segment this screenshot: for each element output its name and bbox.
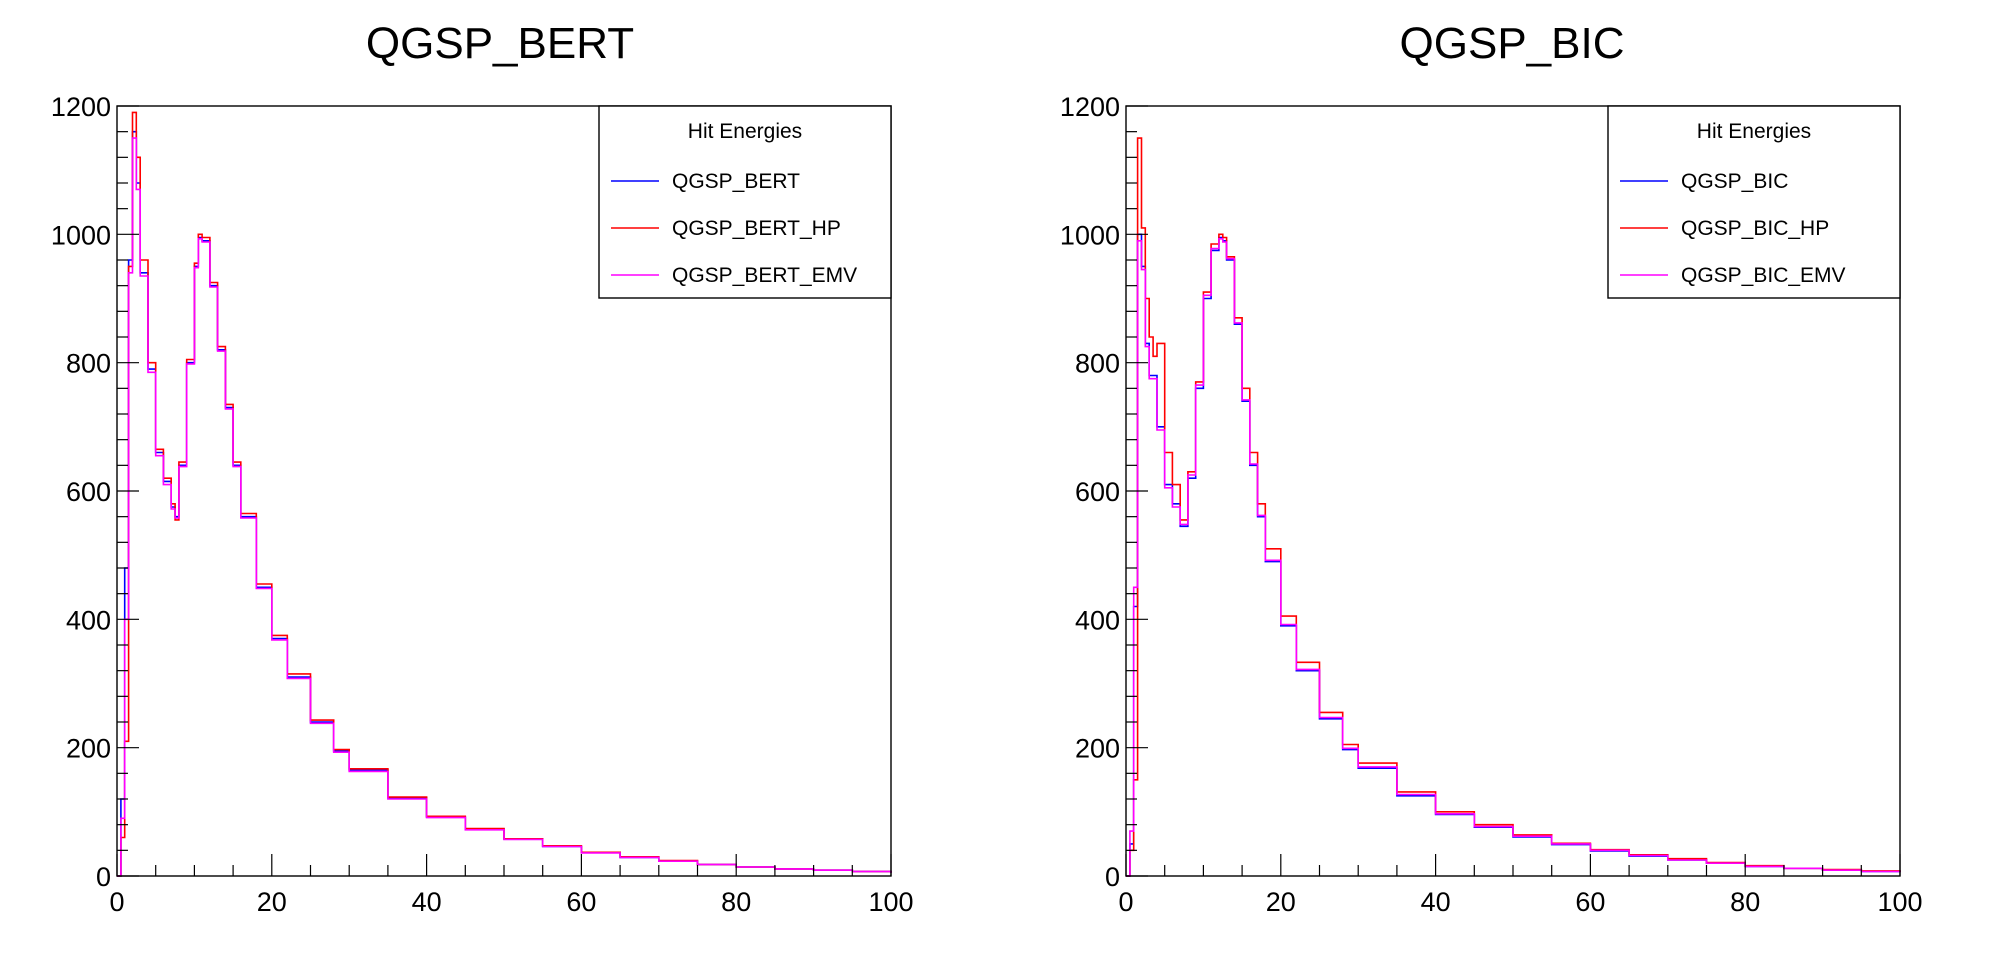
legend-entry: QGSP_BERT_EMV <box>672 264 857 287</box>
y-tick-label: 0 <box>96 862 111 892</box>
series-line-qgsp-bert-emv <box>117 137 892 877</box>
y-tick-label: 400 <box>1075 605 1120 635</box>
x-tick-label: 100 <box>1877 887 1922 917</box>
x-tick-label: 40 <box>1421 887 1451 917</box>
x-tick-label: 0 <box>109 887 124 917</box>
x-tick-label: 20 <box>1266 887 1296 917</box>
legend-title: Hit Energies <box>688 120 802 143</box>
y-tick-label: 400 <box>66 605 111 635</box>
y-tick-label: 200 <box>66 734 111 764</box>
chart-title: QGSP_BIC <box>1400 19 1625 68</box>
y-tick-label: 600 <box>1075 477 1120 507</box>
x-tick-label: 60 <box>1575 887 1605 917</box>
legend-title: Hit Energies <box>1697 120 1811 143</box>
legend-box <box>1607 105 1901 299</box>
y-tick-label: 1200 <box>1060 92 1120 122</box>
y-tick-label: 200 <box>1075 734 1120 764</box>
x-tick-label: 80 <box>1730 887 1760 917</box>
chart-title: QGSP_BERT <box>366 19 634 68</box>
y-tick-label: 1000 <box>51 220 111 250</box>
legend-box <box>598 105 892 299</box>
legend-entry: QGSP_BERT <box>672 170 800 193</box>
y-tick-label: 800 <box>66 349 111 379</box>
y-tick-label: 0 <box>1105 862 1120 892</box>
y-tick-label: 1200 <box>51 92 111 122</box>
legend: Hit Energies QGSP_BERT QGSP_BERT_HP QGSP_BE… <box>598 105 892 299</box>
y-tick-label: 600 <box>66 477 111 507</box>
legend: Hit Energies QGSP_BIC QGSP_BIC_HP QGSP_BIC_… <box>1607 105 1901 299</box>
y-tick-label: 800 <box>1075 349 1120 379</box>
x-tick-label: 60 <box>566 887 596 917</box>
legend-entry: QGSP_BERT_HP <box>672 217 841 240</box>
y-tick-label: 1000 <box>1060 220 1120 250</box>
legend-entry: QGSP_BIC_EMV <box>1681 264 1846 287</box>
x-tick-label: 0 <box>1118 887 1133 917</box>
x-tick-label: 20 <box>257 887 287 917</box>
legend-entry: QGSP_BIC <box>1681 170 1788 193</box>
x-tick-label: 40 <box>412 887 442 917</box>
x-tick-label: 100 <box>868 887 913 917</box>
x-tick-label: 80 <box>721 887 751 917</box>
series-line-qgsp-bic-emv <box>1126 238 1901 877</box>
legend-entry: QGSP_BIC_HP <box>1681 217 1829 240</box>
